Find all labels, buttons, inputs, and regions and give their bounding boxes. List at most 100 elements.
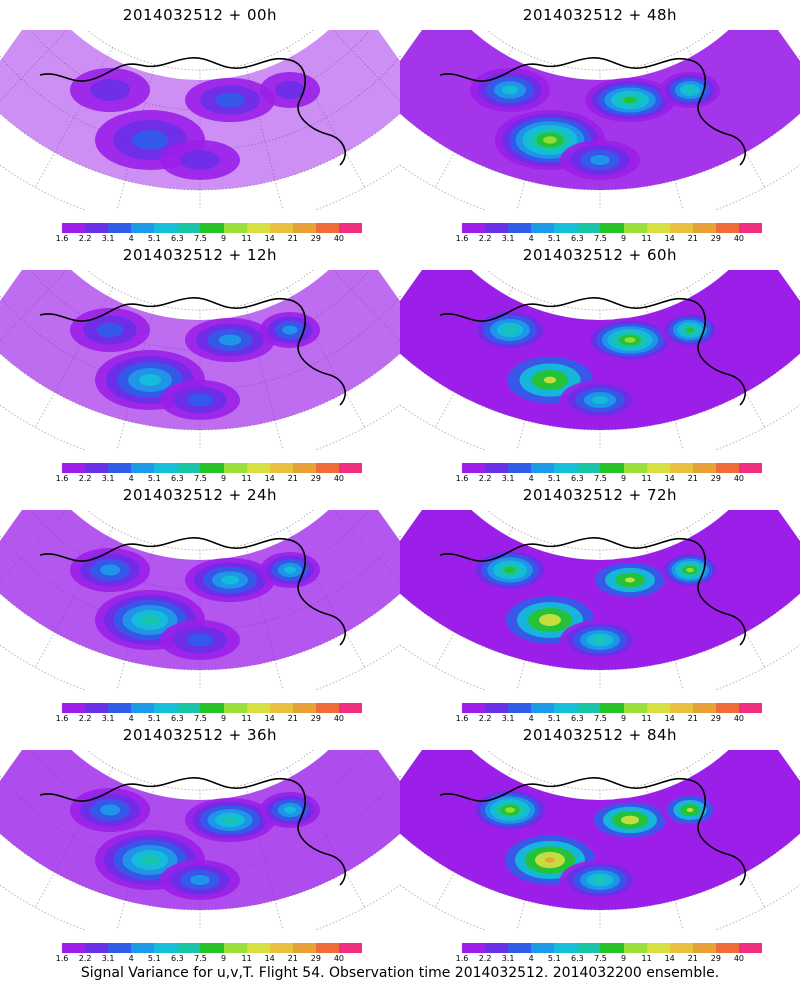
- colorbar-tick-label: 21: [287, 234, 298, 243]
- colorbar-tick-label: 4: [128, 234, 134, 243]
- colorbar-tick-label: 11: [241, 234, 252, 243]
- colorbar-swatch: [715, 463, 739, 473]
- colorbar-tick-label: 9: [220, 234, 227, 243]
- colorbar-tick-label: 7.5: [594, 234, 607, 243]
- colorbar-labels: 1.6 2.2 3.1 4 5.1 6.3 7.5 9 11 14 21 29 40: [456, 234, 762, 244]
- colorbar-swatch: [600, 223, 624, 233]
- colorbar-swatch: [338, 943, 363, 953]
- variance-field: [0, 750, 400, 910]
- colorbar-tick-label: 7.5: [194, 234, 207, 243]
- colorbar-swatch: [177, 223, 201, 233]
- colorbar-tick-label: 14: [664, 234, 675, 243]
- map-panel: 2014032512 + 00h 1.6 2.2 3.1 4 5.1 6.3 7.5 9 11 14…: [0, 0, 400, 243]
- colorbar-tick-label: 21: [687, 234, 698, 243]
- colorbar-swatch: [108, 943, 132, 953]
- colorbar-tick-label: 1.6: [455, 714, 469, 723]
- polar-map: [0, 750, 400, 930]
- colorbar-swatch: [246, 943, 270, 953]
- colorbar-swatch: [269, 223, 293, 233]
- colorbar-labels: 1.6 2.2 3.1 4 5.1 6.3 7.5 9 11 14 21 29 40: [456, 954, 762, 964]
- panel-title: 2014032512 + 36h: [122, 726, 278, 744]
- colorbar-swatch: [177, 943, 201, 953]
- variance-field: [0, 270, 400, 430]
- panel-title: 2014032512 + 72h: [522, 486, 678, 504]
- coastline: [39, 777, 346, 886]
- colorbar-tick-label: 11: [641, 474, 652, 483]
- colorbar-swatch: [200, 943, 224, 953]
- colorbar-swatch: [246, 223, 270, 233]
- colorbar-tick-label: 6.3: [171, 714, 184, 723]
- colorbar-swatch: [600, 463, 624, 473]
- colorbar: [62, 463, 363, 473]
- colorbar-swatch: [85, 943, 109, 953]
- polar-map: [400, 510, 800, 690]
- colorbar-swatch: [715, 703, 739, 713]
- coastline: [439, 537, 746, 646]
- colorbar-tick-label: 9: [220, 714, 227, 723]
- colorbar-swatch: [623, 943, 647, 953]
- colorbar-tick-label: 21: [287, 474, 298, 483]
- colorbar-tick-label: 3.1: [101, 714, 115, 723]
- colorbar-tick-label: 21: [287, 714, 298, 723]
- map-panel: 2014032512 + 24h 1.6 2.2 3.1 4 5.1 6.3 7.5 9 11 14…: [0, 480, 400, 723]
- colorbar-swatch: [715, 223, 739, 233]
- colorbar-swatch: [462, 943, 486, 953]
- colorbar-swatch: [485, 943, 509, 953]
- colorbar-tick-label: 3.1: [501, 234, 515, 243]
- colorbar-tick-label: 7.5: [594, 474, 607, 483]
- colorbar-tick-label: 14: [664, 954, 675, 963]
- colorbar-swatch: [554, 463, 578, 473]
- colorbar-swatch: [508, 463, 532, 473]
- colorbar-swatch: [531, 703, 555, 713]
- coastline: [39, 57, 346, 166]
- colorbar-tick-label: 40: [333, 474, 345, 483]
- colorbar-tick-label: 11: [641, 954, 652, 963]
- colorbar-tick-label: 6.3: [571, 474, 584, 483]
- colorbar-tick-label: 5.1: [147, 474, 161, 483]
- polar-map: [400, 270, 800, 450]
- colorbar-tick-label: 3.1: [101, 954, 115, 963]
- colorbar-swatch: [154, 463, 178, 473]
- colorbar-tick-label: 4: [128, 474, 134, 483]
- colorbar-labels: 1.6 2.2 3.1 4 5.1 6.3 7.5 9 11 14 21 29 40: [56, 714, 362, 724]
- variance-field: [400, 750, 800, 910]
- panel-title: 2014032512 + 60h: [522, 246, 678, 264]
- colorbar-tick-label: 29: [710, 474, 721, 483]
- colorbar-swatch: [269, 703, 293, 713]
- colorbar-swatch: [62, 223, 86, 233]
- colorbar-swatch: [692, 463, 716, 473]
- polar-map: [0, 30, 400, 210]
- panel-title: 2014032512 + 84h: [522, 726, 678, 744]
- colorbar-tick-label: 29: [710, 954, 721, 963]
- colorbar-swatch: [646, 703, 670, 713]
- colorbar-swatch: [554, 223, 578, 233]
- colorbar-swatch: [646, 943, 670, 953]
- panel-title: 2014032512 + 48h: [522, 6, 678, 24]
- colorbar-tick-label: 5.1: [147, 954, 161, 963]
- map-panel: 2014032512 + 36h 1.6 2.2 3.1 4 5.1 6.3 7.5 9 11 14…: [0, 720, 400, 963]
- colorbar: [62, 223, 363, 233]
- colorbar-swatch: [646, 463, 670, 473]
- colorbar-tick-label: 4: [528, 714, 534, 723]
- colorbar-tick-label: 5.1: [547, 474, 561, 483]
- colorbar-swatch: [315, 463, 339, 473]
- colorbar: [462, 943, 763, 953]
- colorbar-tick-label: 14: [264, 714, 275, 723]
- colorbar-tick-label: 1.6: [55, 714, 69, 723]
- colorbar-tick-label: 40: [733, 474, 745, 483]
- colorbar-swatch: [600, 943, 624, 953]
- colorbar-tick-label: 14: [264, 234, 275, 243]
- colorbar-swatch: [200, 223, 224, 233]
- colorbar-swatch: [738, 223, 763, 233]
- variance-field: [400, 510, 800, 670]
- variance-field: [0, 30, 400, 190]
- colorbar-swatch: [485, 463, 509, 473]
- polar-map: [400, 30, 800, 210]
- coastline: [439, 777, 746, 886]
- colorbar-tick-label: 29: [710, 714, 721, 723]
- colorbar-tick-label: 29: [710, 234, 721, 243]
- variance-field: [400, 270, 800, 430]
- colorbar-swatch: [85, 703, 109, 713]
- polar-map: [0, 270, 400, 450]
- colorbar-tick-label: 7.5: [194, 474, 207, 483]
